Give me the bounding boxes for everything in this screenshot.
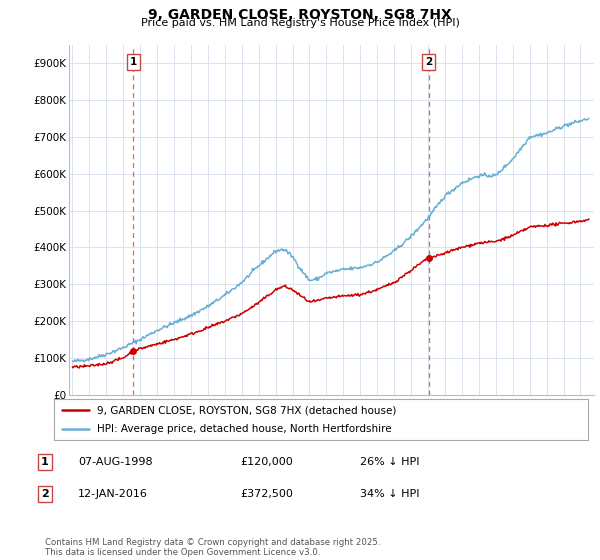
Text: Contains HM Land Registry data © Crown copyright and database right 2025.
This d: Contains HM Land Registry data © Crown c…	[45, 538, 380, 557]
Text: 26% ↓ HPI: 26% ↓ HPI	[360, 457, 419, 467]
Text: 2: 2	[41, 489, 49, 499]
Text: HPI: Average price, detached house, North Hertfordshire: HPI: Average price, detached house, Nort…	[97, 424, 391, 433]
Text: 07-AUG-1998: 07-AUG-1998	[78, 457, 152, 467]
Text: Price paid vs. HM Land Registry's House Price Index (HPI): Price paid vs. HM Land Registry's House …	[140, 18, 460, 29]
Text: 34% ↓ HPI: 34% ↓ HPI	[360, 489, 419, 499]
Text: 1: 1	[130, 57, 137, 67]
Text: 9, GARDEN CLOSE, ROYSTON, SG8 7HX: 9, GARDEN CLOSE, ROYSTON, SG8 7HX	[148, 8, 452, 22]
Text: 2: 2	[425, 57, 433, 67]
Text: 12-JAN-2016: 12-JAN-2016	[78, 489, 148, 499]
Text: £372,500: £372,500	[240, 489, 293, 499]
Text: 9, GARDEN CLOSE, ROYSTON, SG8 7HX (detached house): 9, GARDEN CLOSE, ROYSTON, SG8 7HX (detac…	[97, 405, 396, 415]
Text: £120,000: £120,000	[240, 457, 293, 467]
Text: 1: 1	[41, 457, 49, 467]
